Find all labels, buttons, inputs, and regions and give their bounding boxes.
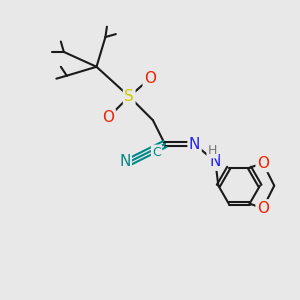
Text: O: O [102,110,114,125]
Text: O: O [144,71,156,86]
Text: H: H [208,144,217,157]
Text: N: N [189,136,200,152]
Text: O: O [257,156,269,171]
Text: N: N [210,154,221,169]
Text: N: N [119,154,130,169]
Text: C: C [152,146,161,159]
Text: S: S [124,89,134,104]
Text: O: O [257,201,269,216]
